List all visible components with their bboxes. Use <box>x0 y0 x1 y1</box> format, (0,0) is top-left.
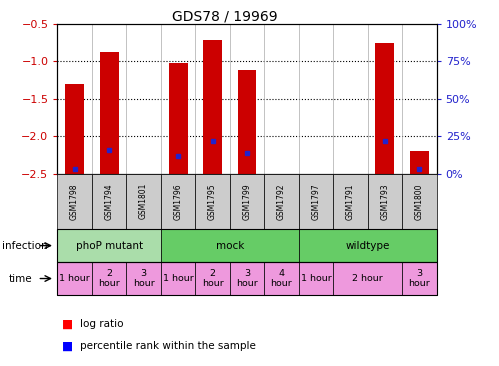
Text: GDS78 / 19969: GDS78 / 19969 <box>172 9 277 23</box>
Text: 2 hour: 2 hour <box>352 274 383 283</box>
Text: ■: ■ <box>62 317 73 330</box>
Bar <box>375 42 394 174</box>
Bar <box>100 52 119 174</box>
Text: GSM1791: GSM1791 <box>346 183 355 220</box>
Bar <box>169 63 188 174</box>
Text: 4
hour: 4 hour <box>270 269 292 288</box>
Bar <box>65 84 84 174</box>
Text: wildtype: wildtype <box>345 240 390 251</box>
Text: GSM1795: GSM1795 <box>208 183 217 220</box>
Text: 2
hour: 2 hour <box>98 269 120 288</box>
Text: GSM1796: GSM1796 <box>174 183 183 220</box>
Text: 2
hour: 2 hour <box>202 269 224 288</box>
Text: 3
hour: 3 hour <box>409 269 430 288</box>
Text: time: time <box>9 273 32 284</box>
Text: GSM1793: GSM1793 <box>380 183 389 220</box>
Text: GSM1797: GSM1797 <box>311 183 320 220</box>
Text: phoP mutant: phoP mutant <box>75 240 143 251</box>
Bar <box>238 70 256 174</box>
Text: 1 hour: 1 hour <box>300 274 331 283</box>
Text: percentile rank within the sample: percentile rank within the sample <box>80 341 255 351</box>
Text: 1 hour: 1 hour <box>163 274 194 283</box>
Text: GSM1799: GSM1799 <box>243 183 251 220</box>
Text: mock: mock <box>216 240 244 251</box>
Bar <box>203 40 222 174</box>
Text: GSM1794: GSM1794 <box>105 183 114 220</box>
Text: infection: infection <box>2 240 48 251</box>
Bar <box>410 152 429 174</box>
Text: 3
hour: 3 hour <box>133 269 155 288</box>
Text: GSM1800: GSM1800 <box>415 183 424 220</box>
Text: ■: ■ <box>62 339 73 352</box>
Text: 1 hour: 1 hour <box>59 274 90 283</box>
Text: 3
hour: 3 hour <box>236 269 258 288</box>
Text: log ratio: log ratio <box>80 319 123 329</box>
Text: GSM1798: GSM1798 <box>70 183 79 220</box>
Text: GSM1801: GSM1801 <box>139 183 148 220</box>
Text: GSM1792: GSM1792 <box>277 183 286 220</box>
